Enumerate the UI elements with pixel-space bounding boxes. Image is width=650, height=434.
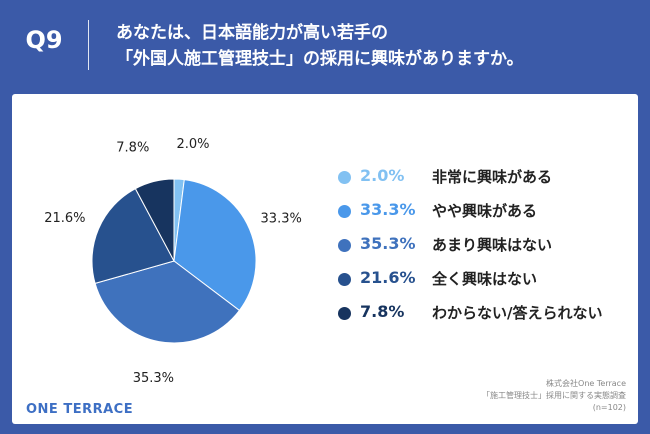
pie-value-label: 7.8% bbox=[116, 140, 149, 155]
legend-label: あまり興味はない bbox=[432, 236, 553, 254]
source-sample-size: (n=102) bbox=[592, 403, 626, 412]
pie-slice bbox=[173, 179, 257, 312]
pie-value-label: 21.6% bbox=[44, 211, 85, 226]
legend-swatch bbox=[338, 205, 351, 218]
pie-value-label: 33.3% bbox=[261, 212, 302, 227]
legend-value: 7.8% bbox=[360, 302, 405, 321]
pie-slice bbox=[134, 178, 175, 262]
legend-value: 33.3% bbox=[360, 200, 416, 219]
pie-slice bbox=[94, 260, 241, 344]
legend-value: 21.6% bbox=[360, 268, 416, 287]
legend-swatch bbox=[338, 239, 351, 252]
pie-value-label: 2.0% bbox=[176, 137, 209, 152]
header: Q9 あなたは、日本語能力が高い若手の 「外国人施工管理技士」の採用に興味があり… bbox=[0, 0, 650, 90]
legend-label: わからない/答えられない bbox=[432, 304, 603, 322]
legend-value: 2.0% bbox=[360, 166, 405, 185]
legend-swatch bbox=[338, 307, 351, 320]
legend: 2.0% 非常に興味がある 33.3% やや興味がある 35.3% あまり興味はない 21.… bbox=[338, 166, 628, 336]
pie-value-label: 35.3% bbox=[133, 371, 174, 386]
source-company: 株式会社One Terrace bbox=[546, 379, 626, 388]
legend-value: 35.3% bbox=[360, 234, 416, 253]
header-divider bbox=[88, 20, 89, 70]
question-number: Q9 bbox=[25, 26, 63, 54]
chart-card: 2.0% 33.3% 35.3% 21.6% 7.8% 2.0% 非常に興味がある 33.3… bbox=[12, 94, 638, 424]
legend-item: 33.3% やや興味がある bbox=[338, 200, 628, 234]
source-survey: 「施工管理技士」採用に関する実態調査 bbox=[482, 391, 626, 400]
legend-item: 35.3% あまり興味はない bbox=[338, 234, 628, 268]
pie-chart: 2.0% 33.3% 35.3% 21.6% 7.8% bbox=[44, 137, 302, 386]
legend-label: やや興味がある bbox=[432, 202, 538, 220]
legend-label: 非常に興味がある bbox=[432, 168, 553, 186]
pie-slice bbox=[91, 187, 175, 284]
question-line-2: 「外国人施工管理技士」の採用に興味がありますか。 bbox=[116, 49, 524, 69]
legend-item: 2.0% 非常に興味がある bbox=[338, 166, 628, 200]
legend-swatch bbox=[338, 171, 351, 184]
legend-item: 21.6% 全く興味はない bbox=[338, 268, 628, 302]
company-logo: ONE TERRACE bbox=[26, 402, 134, 417]
source-note: 株式会社One Terrace 「施工管理技士」採用に関する実態調査 (n=10… bbox=[366, 378, 626, 414]
legend-swatch bbox=[338, 273, 351, 286]
question-text: あなたは、日本語能力が高い若手の 「外国人施工管理技士」の採用に興味がありますか… bbox=[116, 20, 636, 72]
legend-item: 7.8% わからない/答えられない bbox=[338, 302, 628, 336]
legend-label: 全く興味はない bbox=[432, 270, 538, 288]
question-line-1: あなたは、日本語能力が高い若手の bbox=[116, 23, 388, 43]
